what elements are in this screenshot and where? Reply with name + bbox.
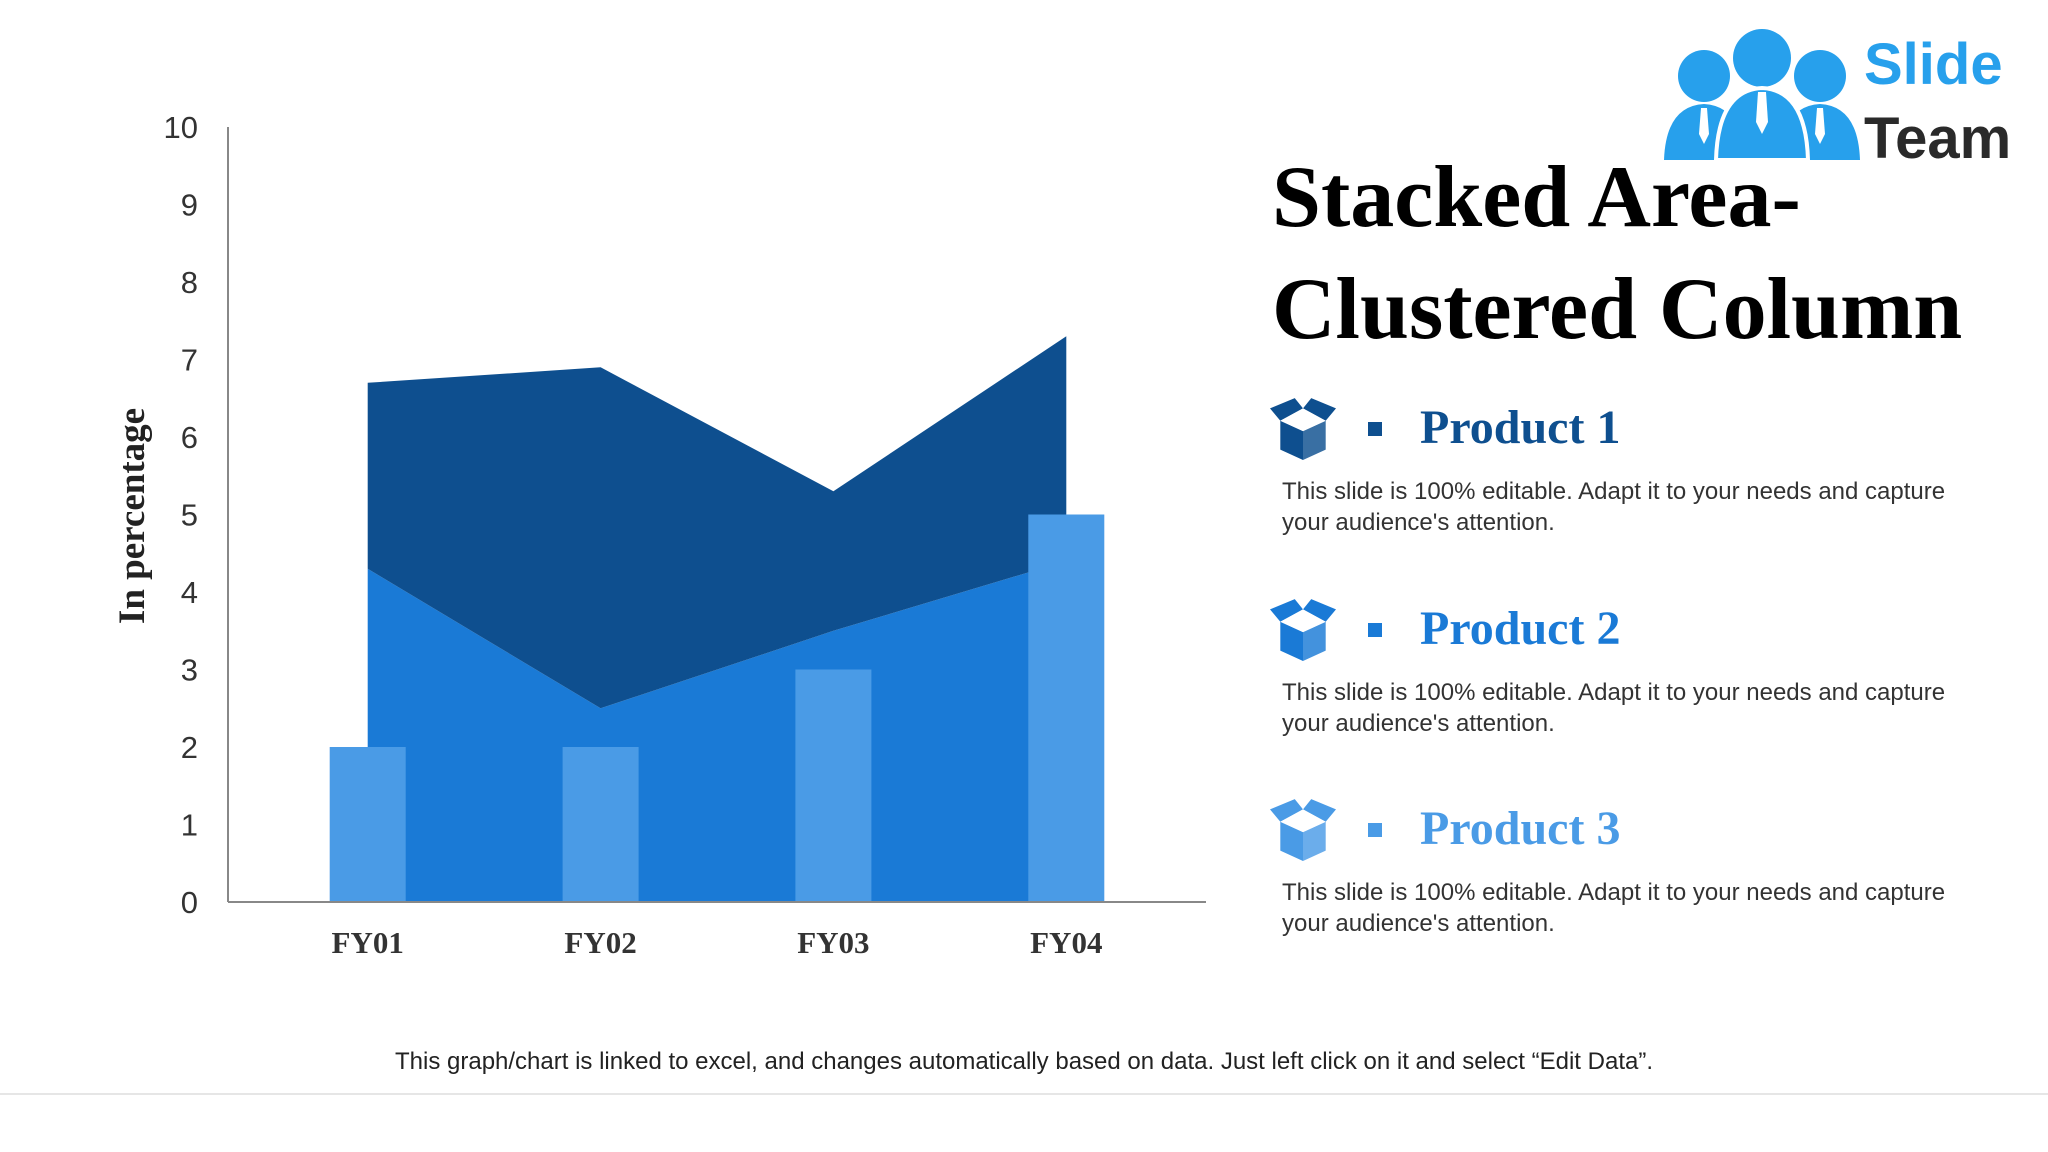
column-bar [795,669,872,902]
y-tick-label: 2 [181,730,198,765]
legend-item-product-3: Product 3 This slide is 100% editable. A… [1270,797,2010,967]
y-tick-label: 10 [164,110,198,145]
bullet-icon [1368,823,1382,837]
area-series-layer [367,336,1067,902]
column-bar [329,747,406,902]
y-tick-label: 6 [181,420,198,455]
y-tick-label: 8 [181,265,198,300]
area-product-1 [367,336,1067,709]
box-icon [1270,398,1336,460]
product-title: Product 3 [1420,802,1621,855]
bullet-icon [1368,422,1382,436]
footer-note: This graph/chart is linked to excel, and… [395,1048,1653,1075]
y-tick-label: 9 [181,188,198,223]
people-logo-icon [1664,29,1860,162]
column-bar [1028,514,1105,902]
y-tick-label: 3 [181,653,198,688]
page-title: Stacked Area-Clustered Column [1272,149,1963,358]
y-tick-label: 5 [181,498,198,533]
y-axis-title: In percentage [112,408,153,624]
y-tick-label: 4 [181,575,198,610]
box-icon [1270,799,1336,861]
chart: 0 1 2 3 4 5 6 7 8 9 10 FY01 FY02 FY03 FY04 In percent… [112,110,1206,960]
x-category-labels: FY01 FY02 FY03 FY04 [332,925,1103,960]
bullet-icon [1368,623,1382,637]
logo-word-team: Team [1864,106,2012,171]
y-tick-label: 1 [181,808,198,843]
x-category-label: FY02 [564,925,636,960]
area-product-2 [367,561,1067,902]
y-tick-labels: 0 1 2 3 4 5 6 7 8 9 10 [164,110,198,920]
slideteam-logo: Slide Team [1664,24,2024,174]
y-tick-label: 0 [181,885,198,920]
logo-word-slide: Slide [1864,32,2003,97]
axes [227,127,1206,903]
column-bar [562,747,639,902]
product-description: This slide is 100% editable. Adapt it to… [1282,679,1946,737]
footer-divider [0,1093,2048,1095]
product-description: This slide is 100% editable. Adapt it to… [1282,879,1946,937]
legend-item-product-1: Product 1 This slide is 100% editable. A… [1270,396,2010,566]
x-category-label: FY03 [797,925,869,960]
column-series-layer [329,514,1105,902]
x-category-label: FY01 [332,925,404,960]
box-icon [1270,599,1336,661]
product-title: Product 2 [1420,602,1621,655]
x-category-label: FY04 [1030,925,1102,960]
product-description: This slide is 100% editable. Adapt it to… [1282,478,1946,536]
product-title: Product 1 [1420,401,1621,454]
legend-item-product-2: Product 2 This slide is 100% editable. A… [1270,597,2010,767]
y-tick-label: 7 [181,343,198,378]
